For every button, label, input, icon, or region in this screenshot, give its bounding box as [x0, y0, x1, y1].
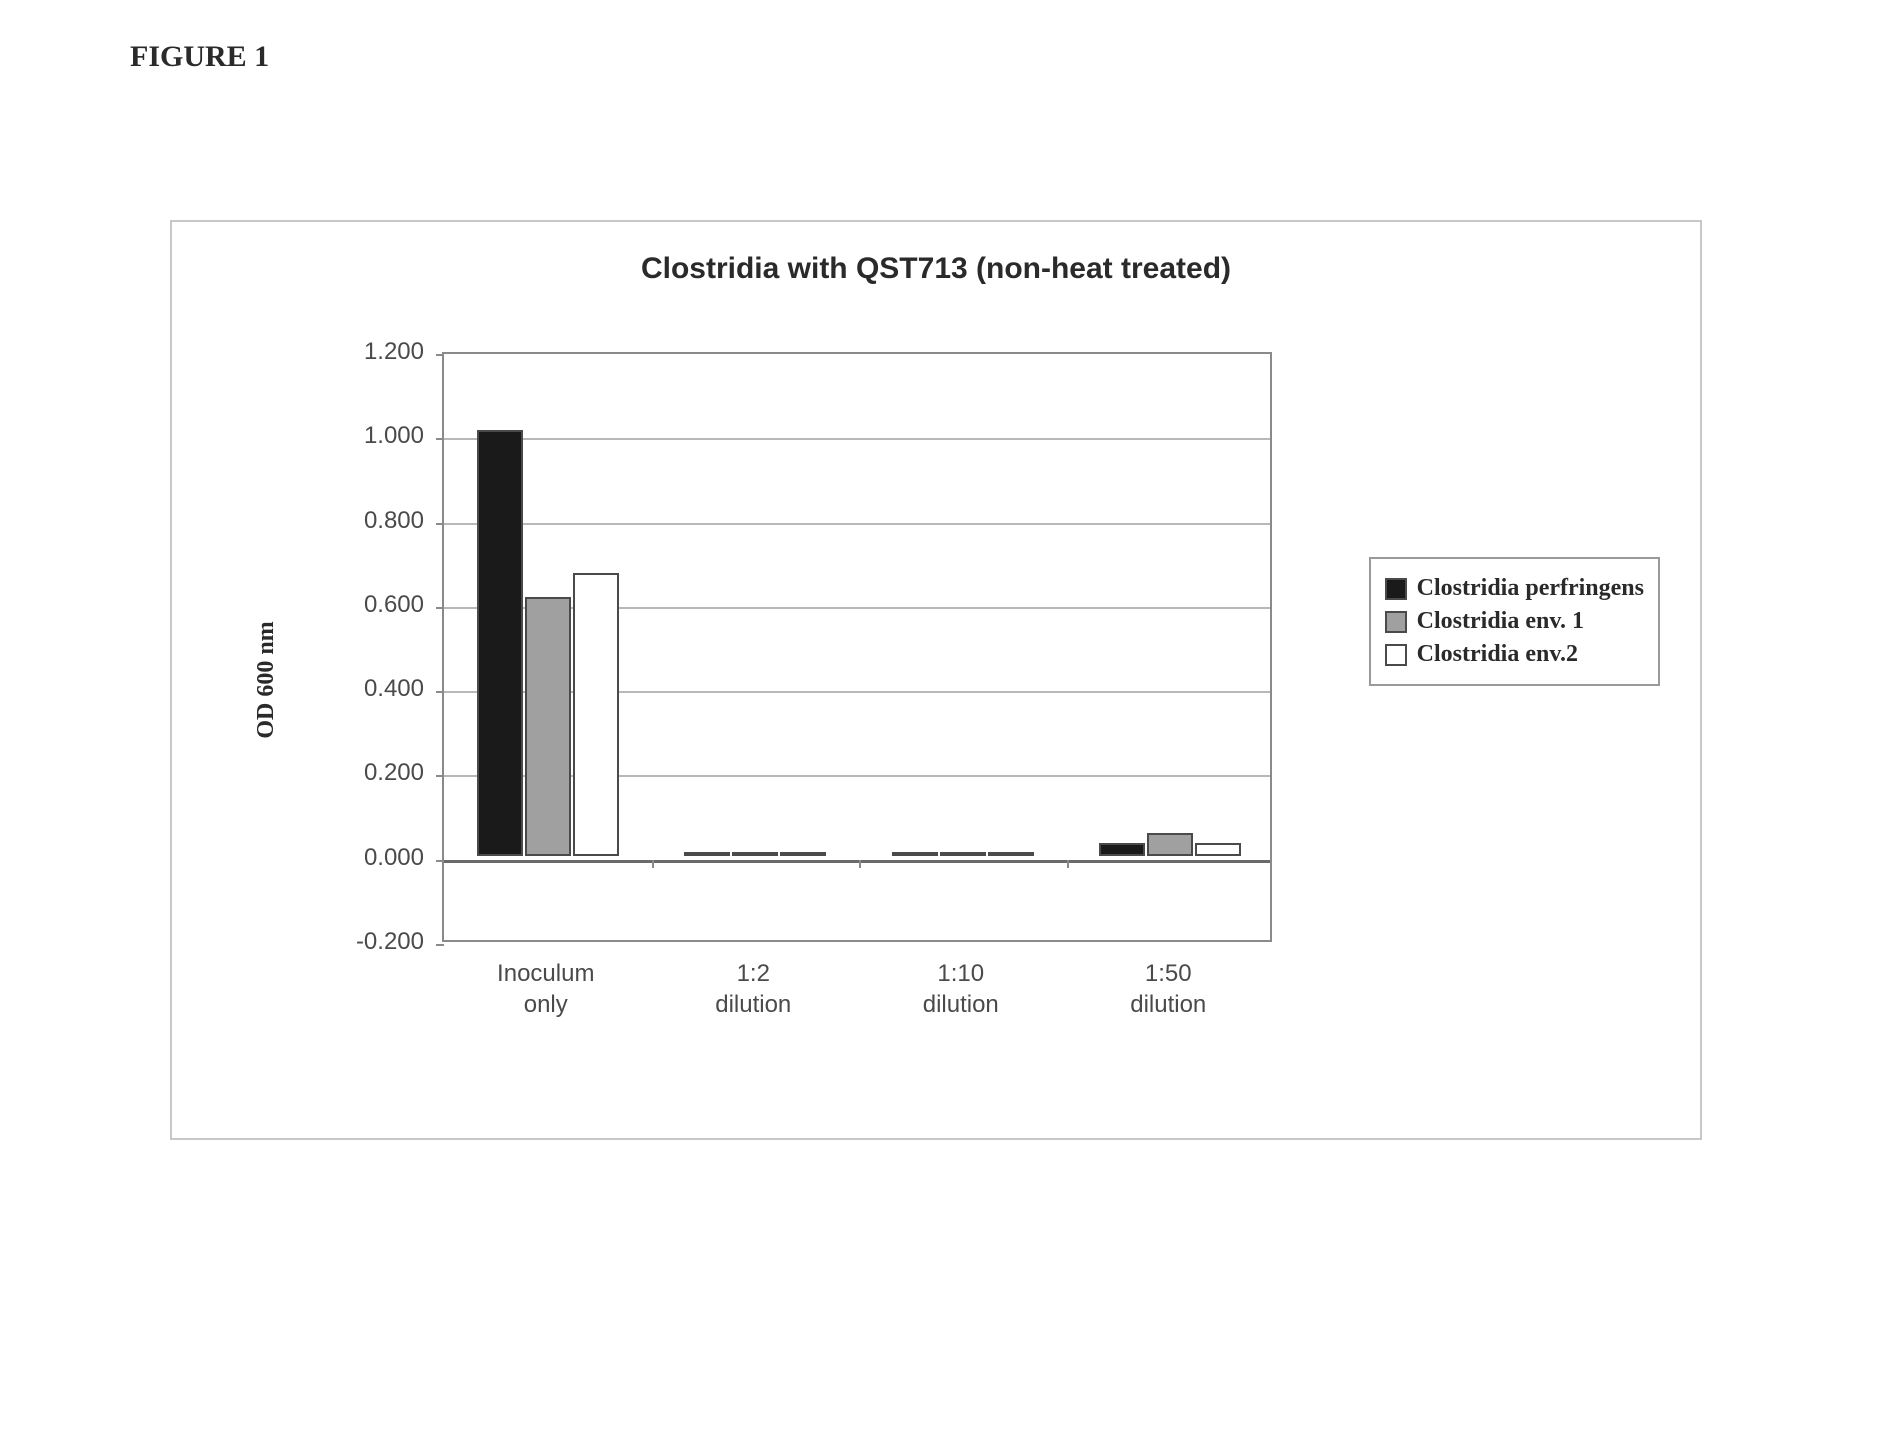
y-tick-label: 1.000	[364, 422, 424, 450]
legend: Clostridia perfringens Clostridia env. 1 C…	[1369, 557, 1660, 686]
bar	[684, 852, 730, 856]
y-tick-mark	[436, 775, 444, 777]
gridline	[444, 438, 1270, 440]
bar	[1099, 843, 1145, 856]
x-axis-label: Inoculum only	[442, 958, 650, 1020]
bar	[988, 852, 1034, 856]
bar	[477, 430, 523, 856]
y-tick-mark	[436, 944, 444, 946]
x-tick-mark	[859, 860, 861, 868]
zero-line	[444, 860, 1270, 863]
bar	[573, 573, 619, 855]
legend-item: Clostridia env.2	[1385, 641, 1644, 668]
figure-label: FIGURE 1	[130, 40, 269, 74]
y-tick-mark	[436, 438, 444, 440]
y-tick-label: 0.800	[364, 507, 424, 535]
gridline	[444, 523, 1270, 525]
y-axis-label: OD 600 nm	[253, 621, 280, 738]
y-tick-mark	[436, 860, 444, 862]
y-tick-mark	[436, 607, 444, 609]
legend-label: Clostridia env. 1	[1417, 608, 1584, 635]
y-tick-label: 0.200	[364, 759, 424, 787]
x-axis-label: 1:10 dilution	[857, 958, 1065, 1020]
x-axis-label: 1:2 dilution	[650, 958, 858, 1020]
bar	[525, 597, 571, 856]
bar	[780, 852, 826, 856]
y-tick-label: 0.400	[364, 675, 424, 703]
y-tick-mark	[436, 523, 444, 525]
x-tick-mark	[1067, 860, 1069, 868]
legend-swatch	[1385, 578, 1407, 600]
y-tick-label: 0.000	[364, 844, 424, 872]
legend-label: Clostridia env.2	[1417, 641, 1578, 668]
bar	[892, 852, 938, 856]
legend-swatch	[1385, 611, 1407, 633]
y-tick-label: 1.200	[364, 338, 424, 366]
legend-swatch	[1385, 644, 1407, 666]
bar	[1195, 843, 1241, 856]
x-axis-label: 1:50 dilution	[1065, 958, 1273, 1020]
bar	[1147, 833, 1193, 856]
bar	[732, 852, 778, 856]
plot-area	[442, 352, 1272, 942]
chart-title: Clostridia with QST713 (non-heat treated…	[172, 252, 1700, 286]
y-tick-mark	[436, 354, 444, 356]
chart-outer-frame: Clostridia with QST713 (non-heat treated…	[170, 220, 1702, 1140]
legend-label: Clostridia perfringens	[1417, 575, 1644, 602]
y-tick-label: 0.600	[364, 591, 424, 619]
legend-item: Clostridia env. 1	[1385, 608, 1644, 635]
x-tick-mark	[652, 860, 654, 868]
y-tick-label: -0.200	[356, 928, 424, 956]
y-tick-labels: -0.2000.0000.2000.4000.6000.8001.0001.20…	[284, 352, 424, 942]
y-tick-mark	[436, 691, 444, 693]
bar	[940, 852, 986, 856]
legend-item: Clostridia perfringens	[1385, 575, 1644, 602]
